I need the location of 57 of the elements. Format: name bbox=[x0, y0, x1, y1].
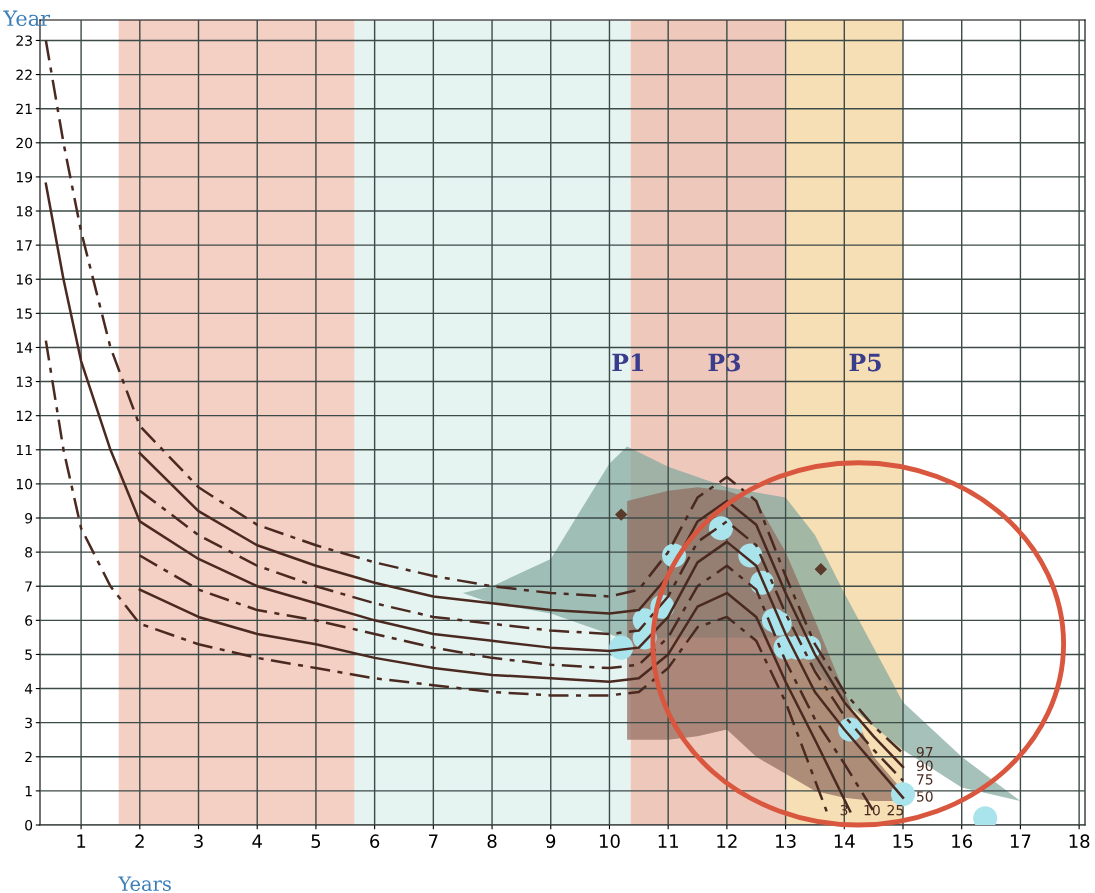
annotation: P5 bbox=[849, 353, 881, 372]
x-tick-label: 17 bbox=[1010, 834, 1031, 848]
x-tick-label: 4 bbox=[252, 834, 262, 848]
y-tick-label: 1 bbox=[25, 786, 32, 797]
y-tick-label: 0 bbox=[25, 819, 33, 831]
x-tick-label: 13 bbox=[776, 834, 796, 848]
series-label: 50 bbox=[916, 791, 933, 802]
y-tick-label: 2 bbox=[25, 751, 32, 763]
y-tick-label: 18 bbox=[16, 205, 33, 217]
y-tick-label: 9 bbox=[25, 512, 33, 524]
line-series bbox=[44, 339, 828, 813]
point bbox=[615, 508, 628, 521]
y-tick-label: 7 bbox=[25, 581, 32, 592]
x-tick-label: 2 bbox=[135, 834, 144, 848]
line-series bbox=[44, 39, 905, 755]
x-tick-label: 10 bbox=[599, 834, 620, 848]
point bbox=[708, 516, 734, 541]
y-tick-label: 15 bbox=[16, 308, 32, 319]
x-tick-label: 16 bbox=[952, 834, 973, 848]
y-tick-label: 14 bbox=[16, 342, 33, 353]
x-tick-label: 15 bbox=[893, 834, 913, 848]
y-tick-label: 6 bbox=[25, 615, 33, 626]
series-label: 90 bbox=[916, 760, 933, 772]
y-tick-label: 23 bbox=[16, 35, 32, 46]
x-axis-title: Years bbox=[118, 876, 171, 892]
x-tick-label: 6 bbox=[370, 834, 380, 848]
y-tick-label: 5 bbox=[25, 649, 32, 660]
x-tick-label: 5 bbox=[311, 834, 321, 848]
y-tick-label: 19 bbox=[16, 171, 33, 183]
series-label: 10 bbox=[864, 804, 880, 816]
line-series bbox=[138, 451, 905, 769]
x-tick-label: 14 bbox=[834, 834, 855, 848]
y-tick-label: 16 bbox=[16, 274, 33, 285]
y-tick-label: 20 bbox=[16, 137, 33, 149]
x-tick-label: 8 bbox=[487, 834, 497, 848]
annotation: P1 bbox=[612, 353, 644, 372]
y-axis-title: Year bbox=[3, 10, 51, 27]
point bbox=[814, 562, 828, 576]
x-tick-label: 11 bbox=[658, 834, 678, 848]
y-tick-label: 22 bbox=[16, 69, 32, 80]
x-tick-label: 3 bbox=[194, 834, 203, 848]
x-tick-label: 12 bbox=[717, 834, 737, 848]
y-tick-label: 3 bbox=[25, 717, 32, 729]
x-tick-label: 18 bbox=[1069, 834, 1090, 848]
y-tick-label: 10 bbox=[16, 478, 33, 490]
y-tick-label: 17 bbox=[16, 240, 32, 251]
y-tick-label: 21 bbox=[16, 103, 32, 114]
x-tick-label: 7 bbox=[429, 834, 438, 848]
series-label: 75 bbox=[917, 774, 933, 785]
x-tick-label: 1 bbox=[77, 834, 86, 848]
x-tick-label: 9 bbox=[546, 834, 556, 848]
y-tick-label: 12 bbox=[16, 410, 32, 421]
y-tick-label: 4 bbox=[24, 683, 33, 694]
y-tick-label: 8 bbox=[25, 547, 33, 558]
y-tick-label: 13 bbox=[16, 376, 32, 388]
series-label: 97 bbox=[916, 746, 933, 758]
y-tick-label: 11 bbox=[16, 444, 32, 456]
